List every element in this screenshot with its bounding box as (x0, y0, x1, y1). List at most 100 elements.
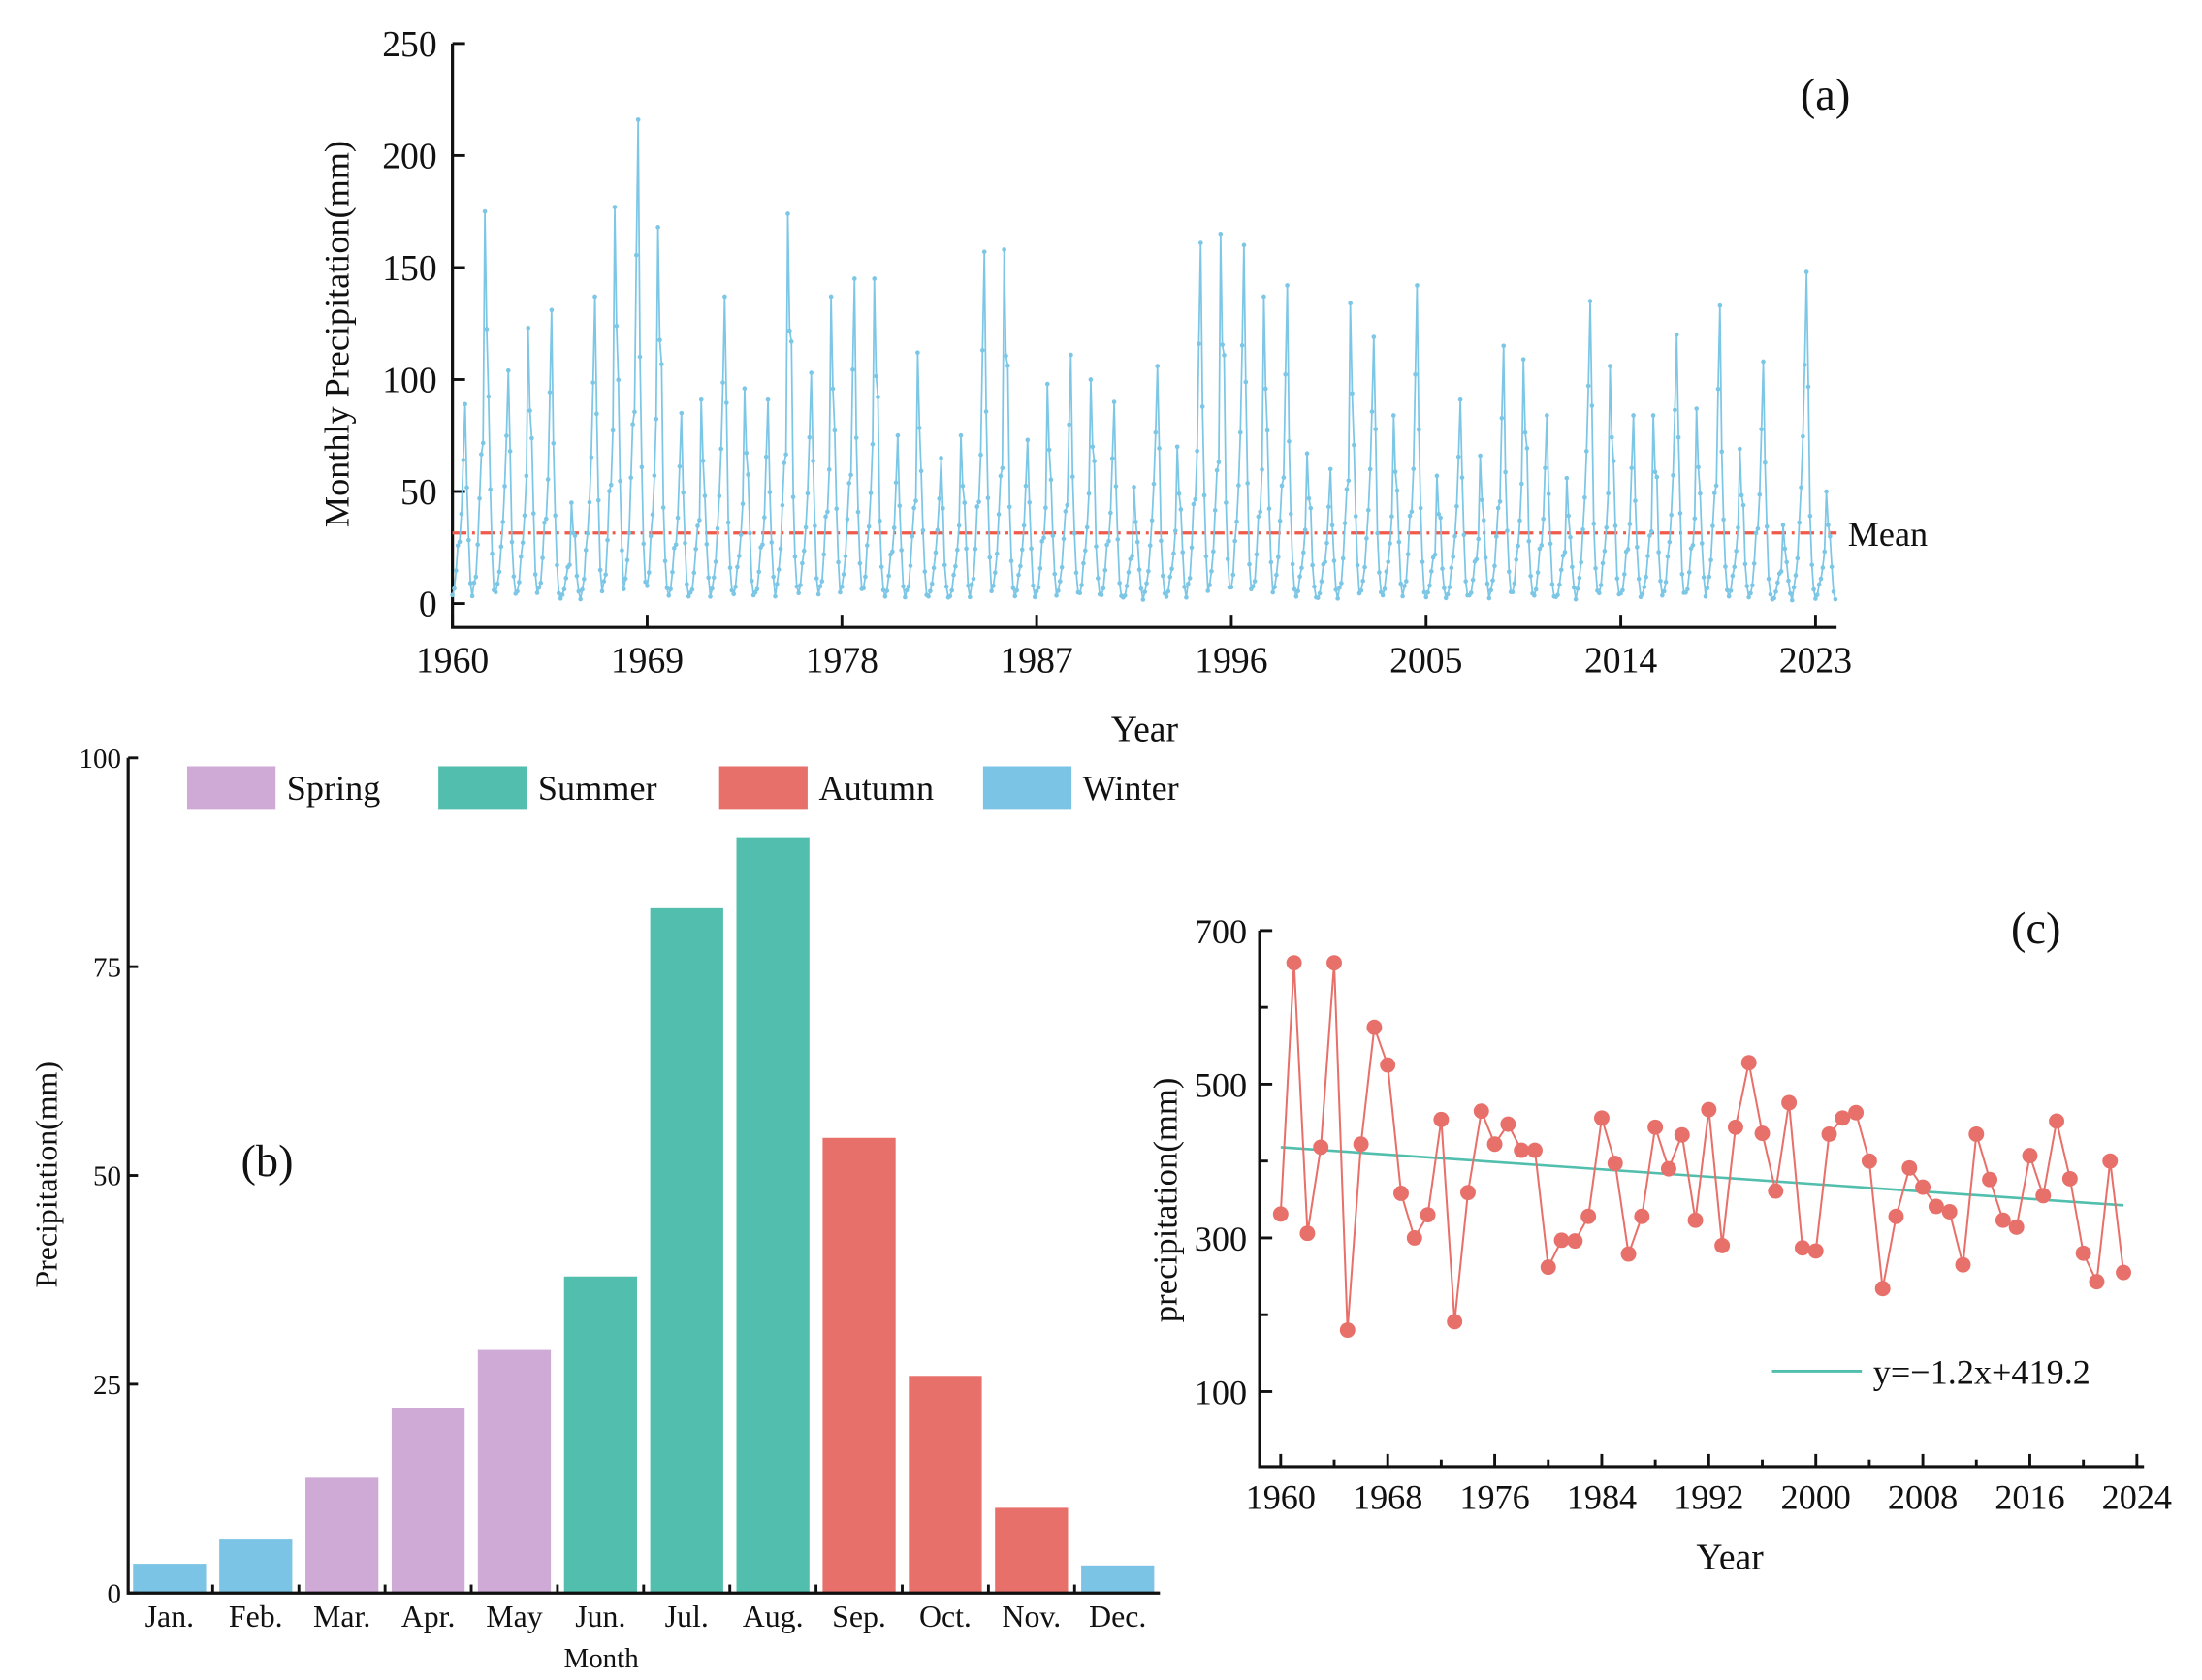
monthly-point (587, 499, 592, 505)
monthly-point (1449, 565, 1454, 571)
monthly-point (1283, 371, 1289, 377)
annual-point (1740, 1055, 1757, 1071)
monthly-point (520, 540, 526, 546)
annual-point (1420, 1207, 1436, 1223)
monthly-point (913, 498, 918, 503)
monthly-point (482, 208, 488, 214)
monthly-point (534, 590, 540, 595)
annual-point (1540, 1259, 1556, 1276)
monthly-point (1778, 569, 1784, 574)
monthly-point (466, 537, 471, 543)
annual-point (1727, 1119, 1743, 1135)
monthly-point (660, 505, 666, 510)
monthly-point (815, 591, 821, 597)
monthly-point (1352, 442, 1356, 448)
annual-point (1460, 1185, 1476, 1201)
monthly-point (951, 572, 956, 578)
monthly-point (1457, 396, 1463, 402)
annual-point (1380, 1057, 1396, 1073)
monthly-point (922, 569, 928, 574)
monthly-point (1633, 498, 1638, 503)
monthly-point (547, 390, 553, 395)
monthly-point (1609, 434, 1614, 440)
monthly-point (966, 583, 971, 588)
monthly-point (1614, 576, 1620, 581)
monthly-point (1713, 483, 1719, 489)
monthly-point (813, 523, 817, 528)
monthly-point (1016, 572, 1021, 578)
monthly-point (1262, 386, 1268, 392)
x-tick-label: Jan. (145, 1600, 194, 1633)
monthly-point (1799, 485, 1803, 491)
monthly-point (668, 586, 673, 592)
monthly-point (607, 489, 612, 493)
monthly-point (1782, 546, 1788, 552)
monthly-point (496, 569, 502, 575)
monthly-point (1516, 543, 1520, 549)
y-tick-label: 0 (419, 585, 437, 625)
monthly-point (1344, 487, 1350, 491)
monthly-point (1445, 591, 1451, 597)
x-tick-label: 1996 (1195, 640, 1267, 681)
monthly-point (1732, 564, 1738, 570)
monthly-point (1039, 539, 1045, 544)
monthly-point (1519, 481, 1524, 487)
monthly-point (978, 452, 983, 458)
monthly-point (1721, 517, 1726, 523)
monthly-point (677, 463, 683, 469)
monthly-point (1537, 546, 1543, 552)
monthly-point (1069, 474, 1075, 480)
annual-point (1473, 1103, 1489, 1120)
monthly-point (1418, 505, 1423, 511)
monthly-point (1726, 593, 1732, 599)
monthly-point (1568, 534, 1573, 540)
monthly-point (1481, 518, 1486, 523)
monthly-point (569, 500, 574, 505)
monthly-point (630, 422, 635, 427)
monthly-point (1169, 566, 1174, 572)
monthly-point (1510, 589, 1516, 595)
monthly-point (654, 416, 659, 422)
monthly-point (1220, 342, 1225, 347)
monthly-point (1142, 589, 1147, 594)
monthly-point (863, 574, 868, 580)
monthly-point (1396, 539, 1402, 545)
monthly-point (1486, 595, 1492, 601)
monthly-point (1459, 475, 1465, 480)
monthly-point (1339, 581, 1344, 586)
monthly-point (1541, 516, 1546, 522)
monthly-point (480, 440, 486, 446)
monthly-point (1126, 570, 1132, 575)
annual-point (1393, 1186, 1409, 1201)
monthly-point (1132, 485, 1136, 490)
monthly-point (756, 569, 762, 575)
annual-point (2075, 1245, 2091, 1261)
monthly-point (1151, 481, 1157, 487)
monthly-point (461, 458, 466, 462)
monthly-point (463, 401, 467, 407)
monthly-point (1402, 584, 1407, 588)
monthly-point (1478, 453, 1483, 459)
monthly-point (1232, 538, 1237, 544)
monthly-point (1340, 555, 1346, 561)
monthly-point (1755, 526, 1761, 531)
annual-point (2102, 1153, 2119, 1169)
monthly-point (1134, 539, 1140, 545)
monthly-point (1382, 586, 1388, 591)
monthly-point (880, 587, 886, 593)
monthly-point (846, 481, 852, 486)
panel-a-x-axis-title: Year (1111, 709, 1179, 749)
monthly-point (1159, 538, 1164, 544)
monthly-point (1579, 559, 1584, 565)
monthly-point (1250, 584, 1256, 589)
monthly-point (954, 547, 960, 553)
annual-point (1861, 1153, 1877, 1169)
monthly-point (1766, 576, 1771, 582)
monthly-point (1205, 588, 1211, 593)
monthly-point (814, 576, 819, 581)
x-tick-label: 1984 (1567, 1477, 1637, 1516)
monthly-point (1018, 563, 1023, 569)
bar-sep (822, 1137, 896, 1594)
monthly-point (1826, 523, 1831, 527)
monthly-point (926, 593, 931, 599)
